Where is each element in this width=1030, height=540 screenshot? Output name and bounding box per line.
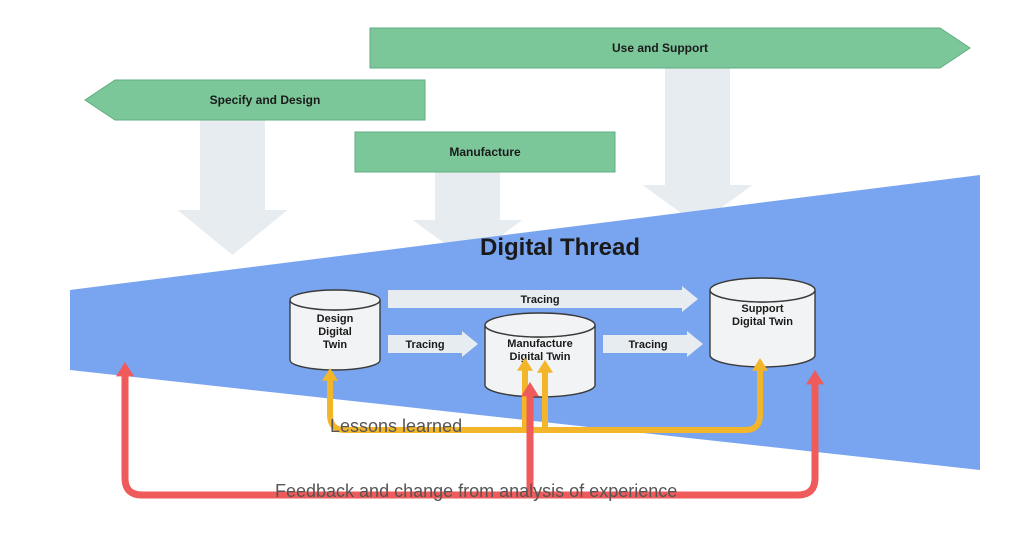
cylinder-design: DesignDigitalTwin [290,290,380,370]
tracing-label-0: Tracing [520,294,559,306]
diagram-svg: Digital Thread Use and Support Specify and… [0,0,1030,540]
feedback-label: Feedback and change from analysis of exp… [275,481,677,501]
cylinder-design-label-0: Design [317,313,354,325]
cylinder-support: SupportDigital Twin [710,278,815,367]
cylinder-manufacture: ManufactureDigital Twin [485,313,595,397]
digital-thread-title: Digital Thread [480,234,640,261]
down-arrow-0 [178,115,288,255]
cylinder-design-label-2: Twin [323,339,348,351]
tracing-label-2: Tracing [628,339,667,351]
down-arrow-2 [643,65,753,225]
cylinder-manufacture-label-1: Digital Twin [510,351,571,363]
phase-specify-design-label: Specify and Design [210,93,321,107]
cylinder-support-label-0: Support [741,303,783,315]
phase-manufacture-label: Manufacture [449,145,521,159]
tracing-label-1: Tracing [405,339,444,351]
lessons-label: Lessons learned [330,416,462,436]
phase-use-support-label: Use and Support [612,41,708,55]
diagram-stage: Digital Thread Use and Support Specify and… [0,0,1030,540]
cylinder-design-label-1: Digital [318,326,352,338]
cylinder-manufacture-label-0: Manufacture [507,338,572,350]
cylinder-support-label-1: Digital Twin [732,316,793,328]
